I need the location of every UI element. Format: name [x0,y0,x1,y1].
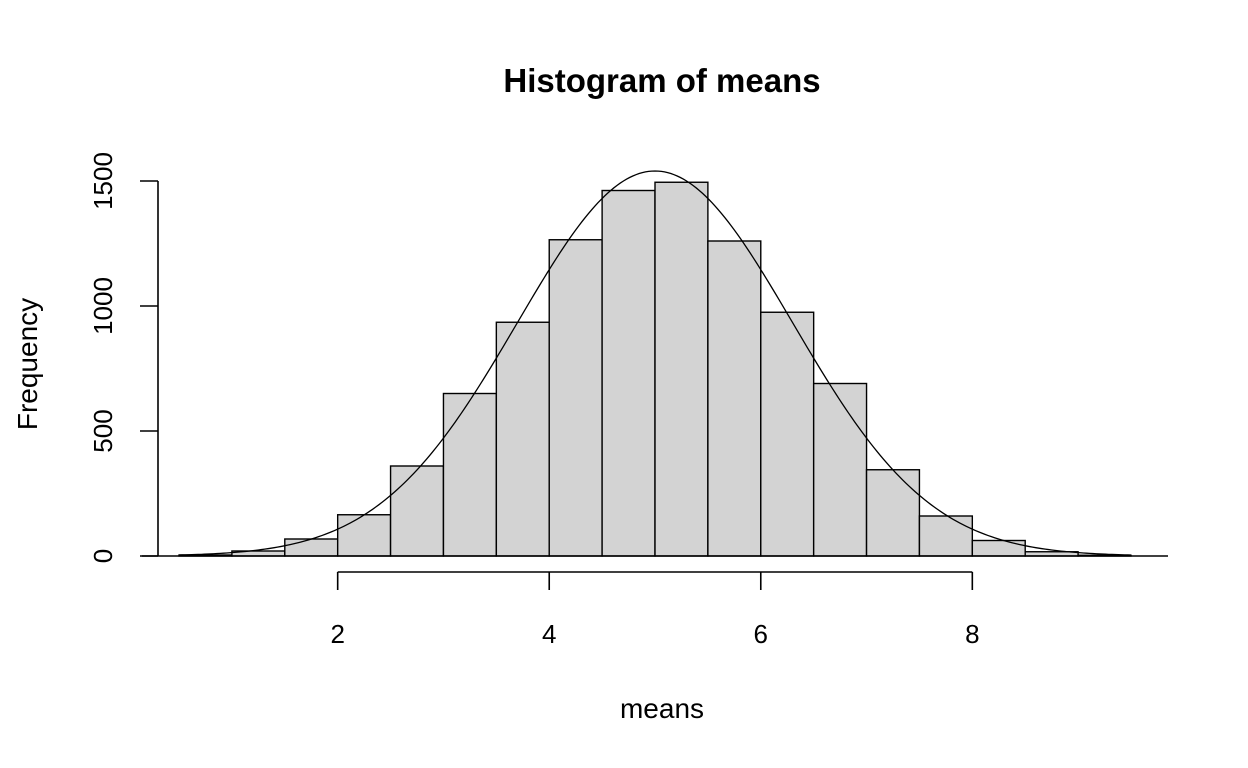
histogram-bar [336,514,392,557]
x-tick-label: 6 [754,619,768,649]
histogram-bar [760,311,815,557]
histogram-bar [918,515,974,557]
y-tick-label: 0 [88,549,118,563]
histogram-bar [707,240,762,557]
histogram-bar [865,469,921,557]
histogram-bar [389,465,445,557]
y-tick-label: 1500 [88,152,118,210]
histogram-bar [812,382,868,557]
y-tick-label: 1000 [88,277,118,335]
x-tick-label: 2 [330,619,344,649]
histogram-bar [442,392,498,557]
x-tick-label: 8 [965,619,979,649]
x-axis: 2 4 6 8 [330,571,980,649]
histogram-bar [548,239,603,557]
histogram-bar [654,181,709,557]
density-curve [179,170,1131,556]
x-axis-label: means [620,693,704,724]
histogram-bars [178,181,1132,557]
x-tick-label: 4 [542,619,556,649]
chart-title: Histogram of means [503,62,820,99]
y-axis-label: Frequency [12,298,43,430]
histogram-bar [284,538,339,557]
y-tick-label: 500 [88,409,118,452]
histogram-bar [495,321,550,557]
y-axis: 0 500 1000 1500 [88,152,159,563]
histogram-bar [971,539,1026,557]
histogram-bar [601,189,656,557]
